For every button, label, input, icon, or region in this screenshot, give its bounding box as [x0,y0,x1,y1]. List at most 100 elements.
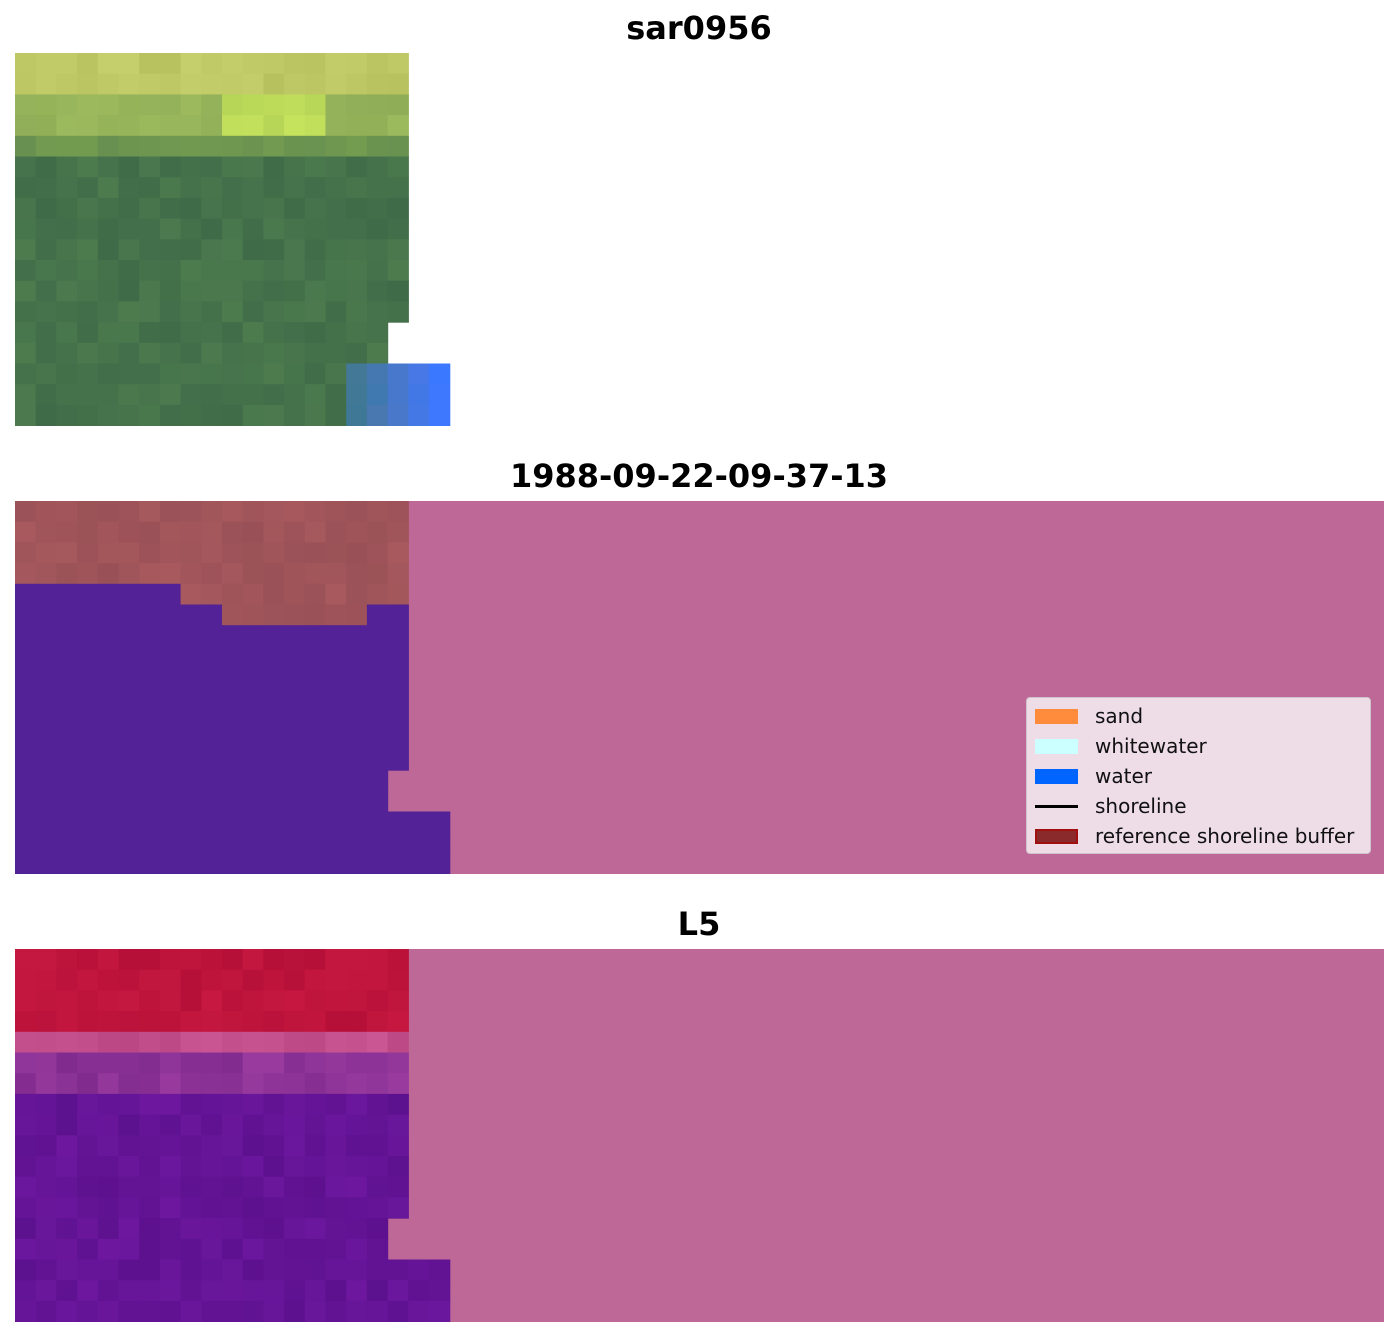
image-pixel [180,53,202,75]
class-pixel [408,852,430,874]
class-pixel [387,625,409,647]
image-pixel [263,1238,285,1261]
image-pixel [118,260,140,282]
image-pixel [325,260,347,282]
image-pixel [201,301,223,323]
image-pixel [201,949,223,971]
image-pixel [15,1218,37,1240]
image-pixel [304,197,327,220]
image-pixel [222,969,244,991]
whitewater-swatch [1035,739,1078,754]
class-pixel [180,832,202,854]
class-pixel [180,749,202,771]
image-pixel [263,1031,285,1054]
image-pixel [180,990,202,1012]
image-pixel [325,1011,347,1033]
image-pixel [15,1114,37,1136]
image-pixel [304,1197,327,1219]
class-pixel [366,852,389,874]
image-pixel [15,94,37,116]
image-pixel [325,239,347,261]
image-pixel [118,949,140,971]
image-pixel [387,990,409,1012]
class-pixel [77,770,99,792]
class-pixel [159,625,182,647]
class-pixel [304,832,327,854]
image-pixel [180,1238,202,1261]
image-pixel [346,156,368,178]
image-pixel [242,1052,264,1074]
class-pixel [263,521,285,543]
class-pixel [15,687,37,709]
image-pixel [325,949,347,971]
image-pixel [97,1197,120,1219]
class-pixel [159,604,182,626]
class-pixel [15,708,37,730]
image-pixel [366,53,389,75]
image-pixel [180,1156,202,1178]
image-pixel [97,384,120,406]
image-pixel [201,1197,223,1219]
image-pixel [56,73,78,95]
image-pixel [56,1197,78,1219]
class-pixel [325,770,347,792]
image-pixel [56,322,78,344]
image-pixel [346,1259,368,1281]
image-pixel [118,1031,140,1054]
class-pixel [35,583,57,606]
image-pixel [139,1156,161,1178]
image-pixel [56,1218,78,1240]
image-pixel [139,1238,161,1261]
image-pixel [159,949,182,971]
image-pixel [118,363,140,385]
image-pixel [35,135,57,158]
image-pixel [56,1052,78,1074]
image-pixel [15,1197,37,1219]
image-pixel [387,949,409,971]
image-pixel [222,1135,244,1157]
image-pixel [77,1259,99,1281]
image-pixel [56,1114,78,1136]
class-pixel [77,728,99,750]
image-pixel [284,1052,306,1074]
class-pixel [56,832,78,854]
image-pixel [222,1197,244,1219]
class-pixel [222,749,244,771]
image-pixel [180,322,202,344]
image-pixel [284,1093,306,1116]
class-pixel [366,521,389,543]
image-pixel [263,177,285,199]
class-pixel [201,811,223,833]
image-pixel [346,949,368,971]
image-pixel [139,969,161,991]
image-pixel [325,1052,347,1074]
class-pixel [346,687,368,709]
class-pixel [346,852,368,874]
image-pixel [263,384,285,406]
image-pixel [201,342,223,365]
image-pixel [284,135,306,158]
class-pixel [35,645,57,668]
image-pixel [346,1218,368,1240]
class-pixel [159,749,182,771]
class-pixel [408,811,430,833]
class-pixel [139,708,161,730]
image-pixel [35,363,57,385]
image-pixel [366,1300,389,1322]
image-pixel [346,384,368,406]
image-pixel [366,260,389,282]
image-pixel [97,301,120,323]
image-pixel [366,1280,389,1302]
class-pixel [97,749,120,771]
image-pixel [180,969,202,991]
class-pixel [284,563,306,585]
image-pixel [77,239,99,261]
legend-item-shoreline: shoreline [1027,790,1370,820]
image-pixel [366,218,389,240]
image-pixel [325,1073,347,1095]
class-pixel [387,832,409,854]
class-pixel [346,811,368,833]
image-pixel [263,969,285,991]
image-pixel [56,1280,78,1302]
image-pixel [159,1093,182,1116]
